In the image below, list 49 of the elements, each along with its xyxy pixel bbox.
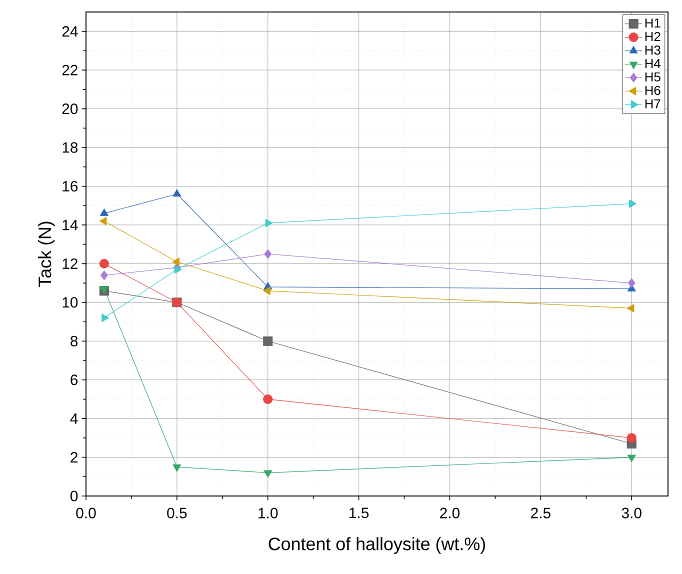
point (264, 470, 272, 478)
x-tick-label: 2.0 (440, 508, 460, 518)
y-tick-label: 0 (70, 490, 78, 502)
point (99, 258, 109, 268)
y-tick-label: 16 (62, 180, 78, 192)
point (628, 278, 636, 288)
legend-label: H4 (645, 59, 661, 68)
x-tick-label: 3.0 (622, 508, 642, 518)
point (172, 464, 182, 472)
legend-label: H3 (645, 46, 660, 55)
point (626, 304, 634, 312)
x-tick-label: 0.0 (76, 508, 96, 518)
x-axis-title: Content of halloysite (wt.%) (268, 537, 485, 554)
point (263, 286, 270, 295)
legend-label: H2 (645, 32, 660, 42)
point (263, 394, 273, 404)
legend-label: H1 (645, 18, 660, 28)
point (172, 258, 180, 266)
point (263, 336, 273, 346)
point (265, 218, 273, 228)
point (174, 265, 182, 274)
y-tick-label: 6 (70, 374, 78, 386)
y-tick-label: 14 (62, 220, 78, 230)
point (102, 314, 109, 322)
legend-label: H6 (645, 86, 660, 96)
point (100, 270, 108, 280)
y-axis-title: Tack (N) (38, 222, 55, 287)
point (172, 189, 182, 197)
y-tick-label: 24 (62, 26, 78, 37)
y-tick-label: 2 (70, 452, 78, 462)
y-tick-label: 10 (62, 297, 78, 308)
point (627, 454, 636, 462)
y-tick-label: 8 (70, 336, 78, 346)
y-tick-label: 4 (70, 413, 78, 424)
point (629, 199, 636, 208)
point (626, 433, 636, 443)
legend-label: H7 (645, 99, 660, 108)
point (100, 208, 108, 216)
legend-label: H5 (645, 72, 660, 82)
point (264, 249, 272, 259)
x-tick-label: 2.5 (531, 508, 550, 518)
y-tick-label: 12 (62, 258, 78, 269)
y-tick-label: 22 (62, 64, 78, 76)
x-tick-label: 1.5 (350, 508, 369, 518)
x-tick-label: 1.0 (258, 508, 278, 518)
y-tick-label: 18 (62, 142, 78, 153)
x-tick-label: 0.5 (167, 508, 187, 518)
point (99, 216, 107, 226)
y-tick-label: 20 (62, 104, 78, 114)
